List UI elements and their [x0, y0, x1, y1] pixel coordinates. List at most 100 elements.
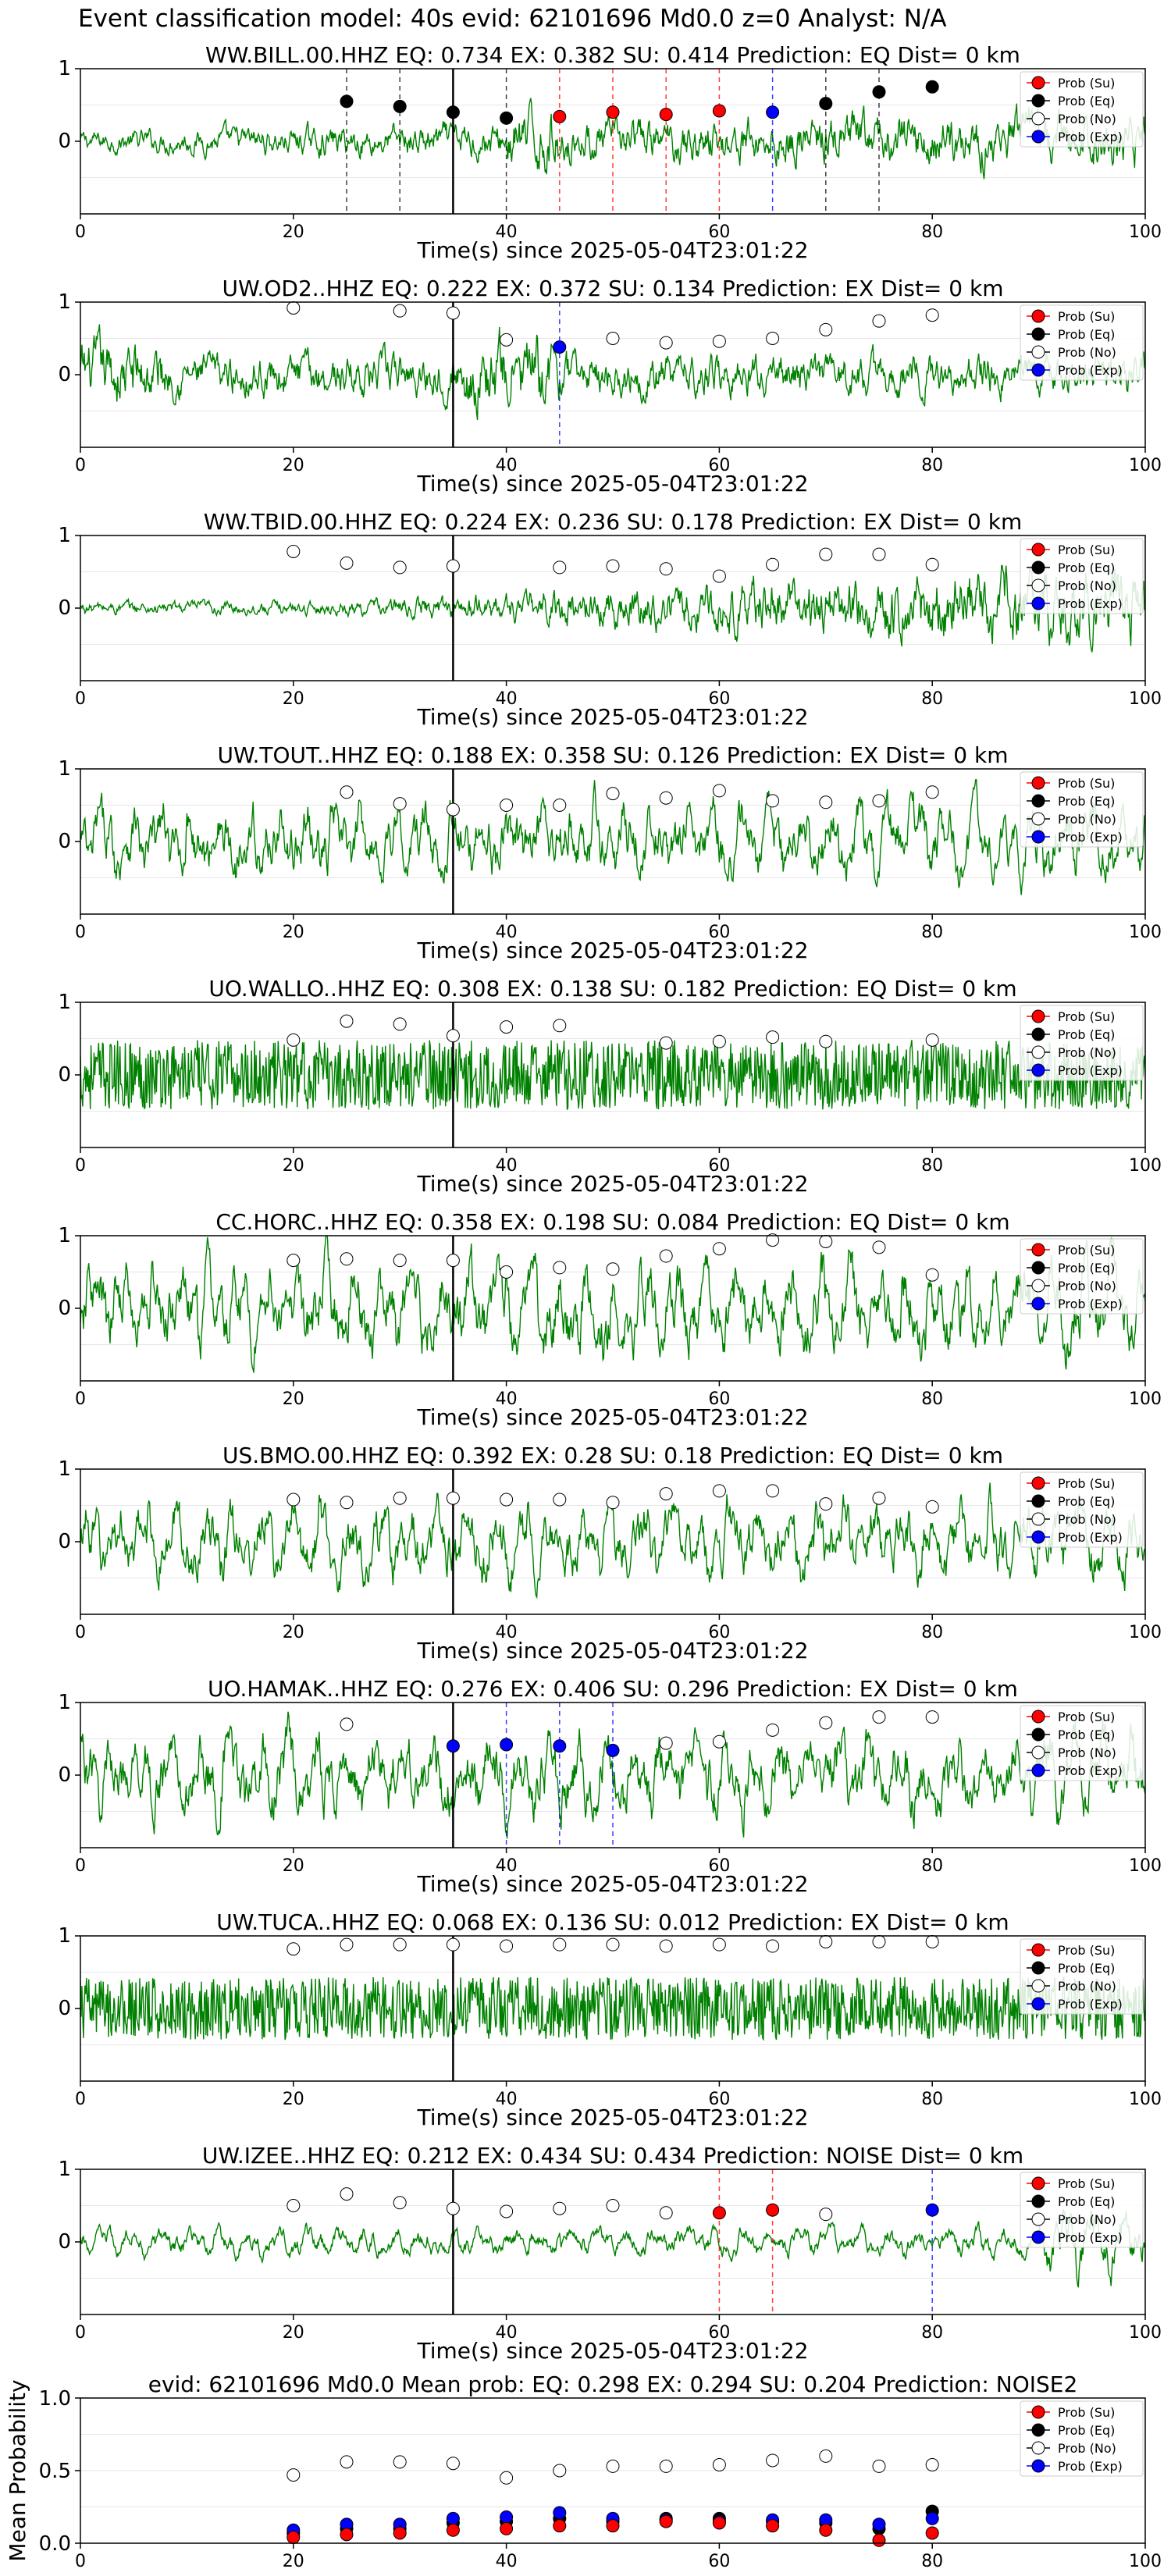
x-tick-label: 20 — [283, 689, 304, 709]
probability-point — [712, 1937, 726, 1952]
x-tick-label: 60 — [708, 2323, 730, 2343]
legend-marker — [1031, 1261, 1045, 1275]
x-tick-label: 80 — [921, 689, 943, 709]
probability-point — [766, 332, 780, 345]
x-tick-label: 20 — [283, 1156, 304, 1176]
legend-label: Prob (Su) — [1058, 2405, 1115, 2420]
panel-title: UW.TOUT..HHZ EQ: 0.188 EX: 0.358 SU: 0.1… — [217, 742, 1008, 768]
mean-probability-point — [393, 2526, 407, 2540]
x-tick-label: 40 — [496, 1156, 518, 1176]
x-tick-label: 40 — [496, 2090, 518, 2109]
station-panel: US.BMO.00.HHZ EQ: 0.392 EX: 0.28 SU: 0.1… — [58, 1443, 1162, 1663]
legend-marker — [1031, 2405, 1045, 2419]
mean-probability-point — [606, 2519, 620, 2533]
mean-probability-point — [393, 2455, 407, 2469]
probability-point — [446, 1937, 460, 1952]
x-tick-label: 100 — [1129, 1389, 1162, 1409]
probability-point — [712, 784, 726, 798]
legend-marker — [1031, 2176, 1045, 2190]
probability-point — [712, 1484, 726, 1498]
station-panel: WW.TBID.00.HHZ EQ: 0.224 EX: 0.236 SU: 0… — [58, 509, 1162, 730]
x-tick-label: 100 — [1129, 2090, 1162, 2109]
probability-point — [446, 1254, 460, 1268]
legend-box — [1020, 1471, 1144, 1548]
legend-label: Prob (Exp) — [1058, 1063, 1123, 1078]
probability-point — [553, 1019, 567, 1033]
panel-title: UO.HAMAK..HHZ EQ: 0.276 EX: 0.406 SU: 0.… — [208, 1676, 1018, 1702]
probability-point — [872, 794, 886, 808]
probability-point — [446, 105, 460, 119]
legend-label: Prob (Exp) — [1058, 130, 1123, 144]
probability-point — [553, 2201, 567, 2215]
x-tick-label: 80 — [921, 1623, 943, 1642]
probability-point — [446, 1739, 460, 1753]
probability-point — [500, 1738, 514, 1752]
legend-marker — [1031, 2230, 1045, 2244]
legend-label: Prob (Eq) — [1058, 794, 1115, 809]
legend-label: Prob (Eq) — [1058, 327, 1115, 342]
x-tick-label: 80 — [921, 2090, 943, 2109]
probability-point — [712, 1242, 726, 1256]
x-tick-label: 80 — [921, 1856, 943, 1876]
x-tick-label: 40 — [496, 1856, 518, 1876]
legend-label: Prob (No) — [1058, 112, 1116, 126]
x-tick-label: 40 — [496, 2552, 518, 2571]
probability-point — [606, 559, 620, 573]
mean-probability-point — [340, 2528, 354, 2542]
legend-label: Prob (Su) — [1058, 1243, 1115, 1258]
mean-probability-point — [553, 2464, 567, 2478]
x-tick-label: 0 — [75, 1389, 86, 1409]
legend-label: Prob (No) — [1058, 1512, 1116, 1527]
x-tick-label: 60 — [708, 1156, 730, 1176]
legend-label: Prob (Exp) — [1058, 830, 1123, 845]
probability-point — [287, 2199, 301, 2212]
probability-point — [553, 340, 567, 354]
legend-marker — [1031, 1710, 1045, 1724]
probability-point — [287, 1493, 301, 1507]
x-tick-label: 40 — [496, 1389, 518, 1409]
probability-point — [712, 1034, 726, 1048]
x-tick-label: 0 — [75, 2090, 86, 2109]
axes-frame — [80, 1468, 1146, 1615]
legend-box — [1020, 538, 1144, 614]
summary-panel: evid: 62101696 Md0.0 Mean prob: EQ: 0.29… — [5, 2371, 1162, 2571]
x-tick-label: 0 — [75, 456, 86, 475]
legend-marker — [1031, 776, 1045, 790]
probability-point — [500, 1020, 514, 1034]
probability-point — [712, 569, 726, 583]
probability-point — [553, 109, 567, 123]
legend-marker — [1031, 1943, 1045, 1957]
probability-point — [819, 1934, 833, 1948]
legend-marker — [1031, 1243, 1045, 1257]
x-tick-label: 60 — [708, 689, 730, 709]
x-tick-label: 40 — [496, 923, 518, 942]
y-tick-label: 0 — [58, 130, 71, 153]
probability-point — [659, 108, 673, 122]
probability-point — [925, 1500, 939, 1514]
probability-point — [446, 1029, 460, 1043]
mean-probability-point — [872, 2533, 886, 2547]
panel-title: evid: 62101696 Md0.0 Mean prob: EQ: 0.29… — [148, 2371, 1078, 2397]
legend-box — [1020, 1705, 1144, 1781]
y-tick-label: 1 — [58, 2158, 71, 2181]
axes-frame — [80, 2169, 1146, 2315]
legend-marker — [1031, 2212, 1045, 2226]
probability-point — [925, 1934, 939, 1948]
x-tick-label: 0 — [75, 689, 86, 709]
x-axis-label: Time(s) since 2025-05-04T23:01:22 — [416, 1638, 808, 1663]
waveform-trace — [80, 1040, 1145, 1110]
probability-point — [500, 333, 514, 347]
x-tick-label: 0 — [75, 1623, 86, 1642]
x-tick-label: 100 — [1129, 456, 1162, 475]
probability-point — [659, 2206, 673, 2220]
probability-point — [340, 1937, 354, 1952]
y-tick-label: 1 — [58, 57, 71, 80]
legend-marker — [1031, 2423, 1045, 2437]
probability-point — [393, 1491, 407, 1505]
legend-label: Prob (No) — [1058, 2441, 1116, 2456]
probability-point — [819, 795, 833, 809]
probability-point — [872, 314, 886, 328]
x-tick-label: 20 — [283, 1389, 304, 1409]
station-panel: UO.HAMAK..HHZ EQ: 0.276 EX: 0.406 SU: 0.… — [58, 1676, 1162, 1897]
probability-point — [500, 1265, 514, 1279]
